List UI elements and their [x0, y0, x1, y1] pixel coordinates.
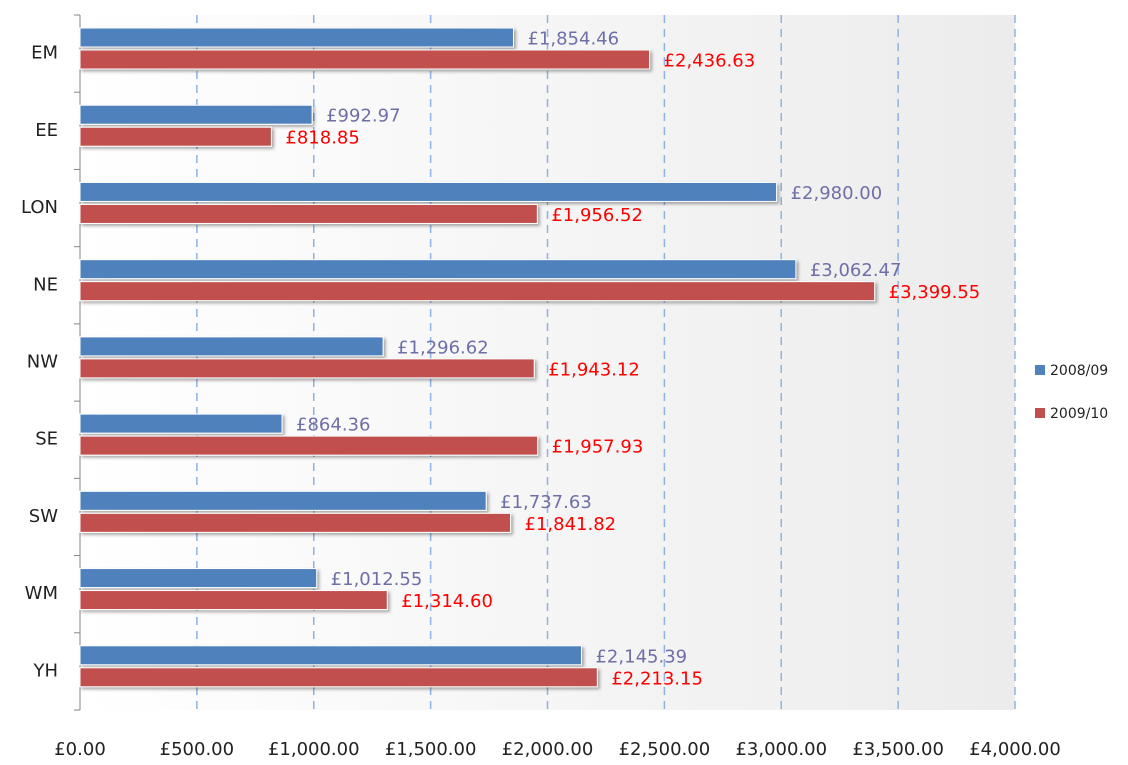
legend-label: 2008/09 — [1050, 363, 1108, 379]
bar — [79, 203, 538, 224]
data-label: £2,436.63 — [664, 51, 756, 72]
y-tick-label: EE — [35, 120, 58, 141]
bar — [79, 259, 797, 280]
data-label: £2,213.15 — [611, 668, 703, 689]
bar — [79, 181, 778, 202]
data-label: £3,062.47 — [810, 260, 902, 281]
y-tick-label: NW — [27, 352, 58, 373]
y-tick-label: YH — [32, 660, 58, 681]
data-label: £864.36 — [296, 415, 370, 436]
data-label: £2,980.00 — [791, 183, 883, 204]
y-tick-label: EM — [31, 43, 58, 64]
data-label: £1,012.55 — [331, 569, 423, 590]
x-tick-label: £2,500.00 — [619, 739, 711, 760]
data-label: £1,957.93 — [552, 437, 644, 458]
legend-label: 2009/10 — [1050, 406, 1108, 422]
x-tick-label: £3,500.00 — [852, 739, 944, 760]
y-tick-label: LON — [21, 197, 58, 218]
bar — [79, 358, 535, 379]
bar — [79, 667, 598, 688]
legend-swatch — [1035, 408, 1045, 418]
data-label: £3,399.55 — [889, 282, 981, 303]
bar — [79, 512, 512, 533]
data-label: £2,145.39 — [595, 646, 687, 667]
bar — [79, 645, 582, 666]
bar — [79, 568, 318, 589]
data-label: £992.97 — [326, 106, 400, 127]
bar — [79, 435, 539, 456]
y-tick-label: SW — [29, 506, 58, 527]
bar — [79, 281, 876, 302]
bar — [79, 126, 272, 147]
bar — [79, 27, 514, 48]
y-tick-label: SE — [35, 429, 58, 450]
data-label: £1,943.12 — [548, 359, 640, 380]
data-label: £1,841.82 — [525, 514, 617, 535]
x-tick-label: £500.00 — [160, 739, 234, 760]
data-label: £1,737.63 — [500, 492, 592, 513]
y-tick-label: WM — [25, 583, 58, 604]
bar — [79, 413, 283, 434]
x-tick-label: £4,000.00 — [969, 739, 1061, 760]
bar — [79, 336, 384, 357]
bar — [79, 490, 487, 511]
data-label: £1,956.52 — [551, 205, 643, 226]
data-label: £1,296.62 — [397, 337, 489, 358]
x-tick-label: £3,000.00 — [735, 739, 827, 760]
x-tick-label: £1,500.00 — [385, 739, 477, 760]
y-tick-label: NE — [33, 274, 58, 295]
bar — [79, 590, 388, 611]
bar — [79, 104, 313, 125]
data-label: £1,314.60 — [401, 591, 493, 612]
x-tick-label: £2,000.00 — [502, 739, 594, 760]
x-tick-label: £0.00 — [54, 739, 106, 760]
data-label: £1,854.46 — [527, 29, 619, 50]
legend-swatch — [1035, 365, 1045, 375]
bar — [79, 49, 651, 70]
x-tick-label: £1,000.00 — [268, 739, 360, 760]
data-label: £818.85 — [285, 128, 359, 149]
